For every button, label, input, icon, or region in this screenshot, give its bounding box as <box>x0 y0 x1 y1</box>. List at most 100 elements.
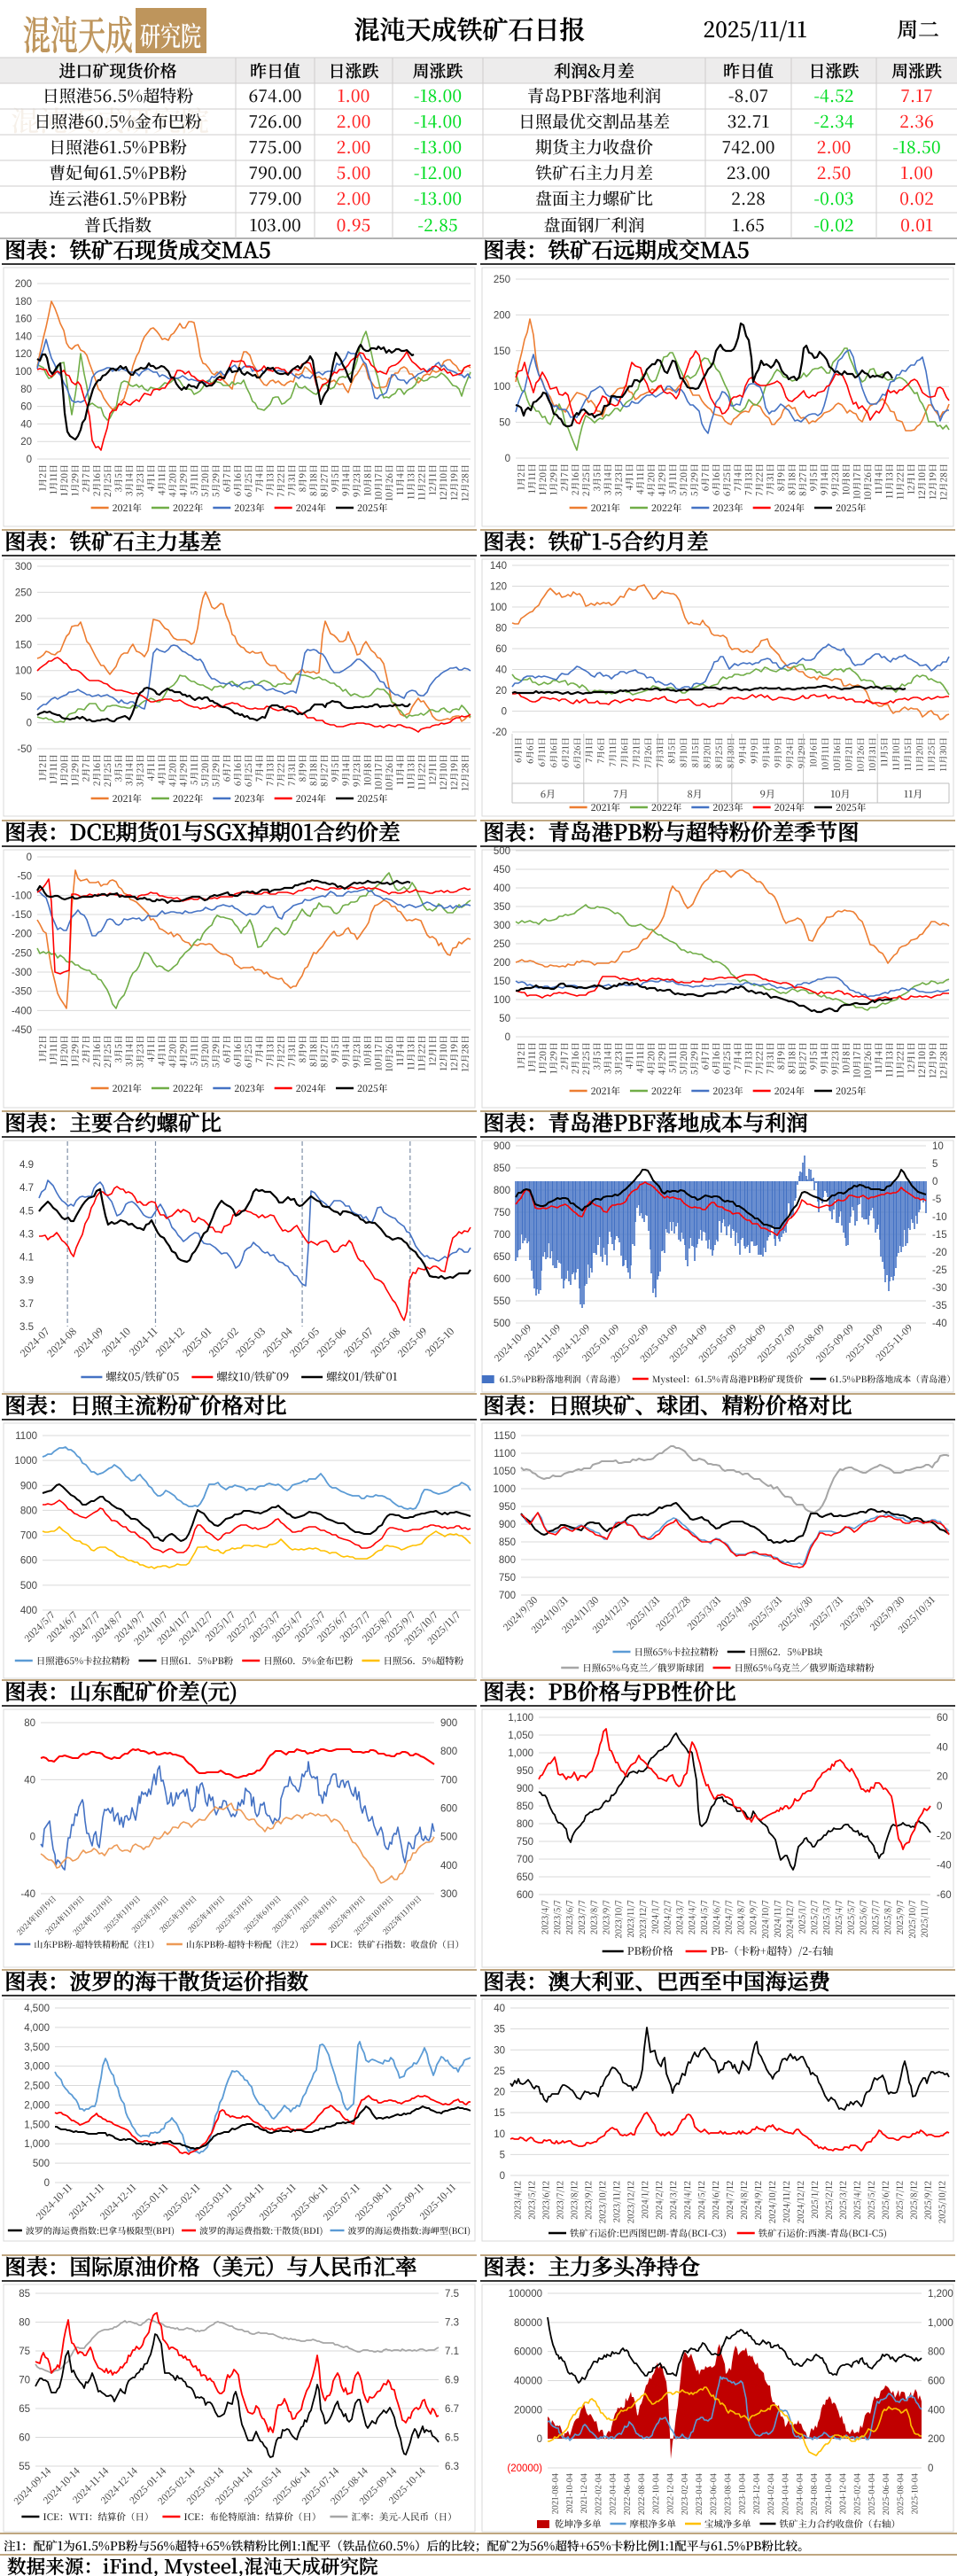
svg-text:700: 700 <box>440 1775 457 1786</box>
svg-text:1150: 1150 <box>494 1431 516 1442</box>
svg-text:500: 500 <box>494 846 510 857</box>
svg-text:300: 300 <box>440 1889 457 1900</box>
svg-text:400: 400 <box>440 1861 457 1872</box>
svg-text:0: 0 <box>27 455 32 465</box>
svg-text:400: 400 <box>494 883 510 894</box>
svg-text:120: 120 <box>15 349 32 360</box>
svg-text:0: 0 <box>500 2171 505 2182</box>
svg-text:1000: 1000 <box>493 1484 516 1495</box>
svg-text:-150: -150 <box>12 910 32 921</box>
svg-text:850: 850 <box>494 1163 510 1174</box>
svg-text:750: 750 <box>499 1573 516 1584</box>
svg-text:0: 0 <box>27 719 32 729</box>
svg-text:65: 65 <box>19 2404 30 2415</box>
svg-text:800: 800 <box>928 2347 945 2358</box>
svg-text:20: 20 <box>20 437 32 447</box>
svg-text:40: 40 <box>20 419 32 430</box>
svg-text:6.3: 6.3 <box>445 2462 459 2472</box>
svg-text:7.1: 7.1 <box>445 2346 459 2357</box>
svg-text:800: 800 <box>494 1186 510 1196</box>
svg-text:-30: -30 <box>932 1283 947 1294</box>
svg-text:6.9: 6.9 <box>445 2376 459 2386</box>
svg-text:6.7: 6.7 <box>445 2404 459 2415</box>
svg-text:3,000: 3,000 <box>24 2062 50 2073</box>
svg-text:70: 70 <box>19 2376 30 2386</box>
svg-text:40: 40 <box>494 2004 505 2014</box>
svg-text:40: 40 <box>495 665 507 676</box>
svg-text:200: 200 <box>494 310 510 321</box>
svg-text:-100: -100 <box>12 891 32 901</box>
svg-text:300: 300 <box>15 562 32 572</box>
svg-text:200: 200 <box>15 279 32 290</box>
svg-text:5: 5 <box>932 1159 938 1170</box>
svg-text:450: 450 <box>494 865 510 876</box>
svg-text:2,000: 2,000 <box>24 2100 50 2111</box>
svg-text:-50: -50 <box>17 744 32 755</box>
svg-text:4.1: 4.1 <box>19 1253 34 1264</box>
svg-text:200: 200 <box>928 2434 945 2445</box>
svg-text:15: 15 <box>494 2108 505 2119</box>
svg-text:750: 750 <box>494 1208 510 1218</box>
svg-text:150: 150 <box>494 346 510 357</box>
svg-text:1,000: 1,000 <box>24 2139 50 2150</box>
svg-text:100000: 100000 <box>509 2289 542 2300</box>
svg-text:75: 75 <box>19 2346 30 2357</box>
svg-text:500: 500 <box>33 2159 50 2169</box>
svg-text:6.5: 6.5 <box>445 2433 459 2444</box>
svg-text:800: 800 <box>499 1555 516 1566</box>
svg-text:25: 25 <box>494 2066 505 2077</box>
svg-text:900: 900 <box>517 1784 533 1794</box>
svg-text:-300: -300 <box>12 968 32 978</box>
svg-text:900: 900 <box>20 1481 37 1491</box>
svg-text:4.3: 4.3 <box>19 1229 34 1240</box>
svg-text:60: 60 <box>937 1713 948 1724</box>
svg-text:1000: 1000 <box>14 1456 37 1467</box>
svg-text:700: 700 <box>499 1591 516 1601</box>
svg-text:-40: -40 <box>937 1861 952 1872</box>
svg-text:3,500: 3,500 <box>24 2043 50 2053</box>
svg-text:1,000: 1,000 <box>508 1748 533 1759</box>
svg-text:4.9: 4.9 <box>19 1160 34 1171</box>
svg-text:-20: -20 <box>492 728 507 738</box>
svg-text:200: 200 <box>15 614 32 625</box>
svg-text:600: 600 <box>20 1556 37 1567</box>
svg-text:4.5: 4.5 <box>19 1206 34 1217</box>
svg-text:4,500: 4,500 <box>24 2004 50 2014</box>
svg-text:100: 100 <box>494 995 510 1006</box>
svg-text:500: 500 <box>20 1581 37 1592</box>
svg-text:800: 800 <box>20 1506 37 1516</box>
svg-text:100: 100 <box>490 603 507 613</box>
svg-text:600: 600 <box>494 1274 510 1285</box>
svg-text:-25: -25 <box>932 1265 947 1276</box>
svg-text:350: 350 <box>494 902 510 913</box>
svg-text:-60: -60 <box>937 1890 952 1901</box>
svg-text:700: 700 <box>494 1230 510 1241</box>
svg-text:600: 600 <box>440 1804 457 1815</box>
svg-text:140: 140 <box>15 331 32 342</box>
svg-text:100: 100 <box>15 367 32 377</box>
svg-text:600: 600 <box>928 2377 945 2387</box>
svg-text:150: 150 <box>15 640 32 650</box>
svg-text:40: 40 <box>937 1742 948 1753</box>
svg-text:2,500: 2,500 <box>24 2082 50 2092</box>
svg-text:50: 50 <box>20 692 32 703</box>
svg-text:80: 80 <box>19 2318 30 2329</box>
svg-text:900: 900 <box>499 1520 516 1530</box>
svg-text:1,500: 1,500 <box>24 2120 50 2130</box>
svg-text:0: 0 <box>27 852 32 863</box>
svg-text:10: 10 <box>932 1141 944 1152</box>
svg-text:3.9: 3.9 <box>19 1276 34 1287</box>
svg-text:30: 30 <box>494 2045 505 2056</box>
svg-text:0: 0 <box>44 2178 50 2189</box>
svg-text:40: 40 <box>24 1775 35 1786</box>
svg-text:-50: -50 <box>17 872 32 883</box>
svg-text:550: 550 <box>494 1296 510 1307</box>
svg-text:500: 500 <box>440 1833 457 1843</box>
svg-text:1100: 1100 <box>15 1431 37 1442</box>
svg-text:-35: -35 <box>932 1301 947 1311</box>
svg-text:1050: 1050 <box>493 1467 516 1477</box>
svg-text:-40: -40 <box>932 1319 947 1329</box>
svg-text:1,050: 1,050 <box>508 1731 533 1741</box>
svg-text:10: 10 <box>494 2129 505 2140</box>
svg-text:0: 0 <box>505 1032 510 1043</box>
